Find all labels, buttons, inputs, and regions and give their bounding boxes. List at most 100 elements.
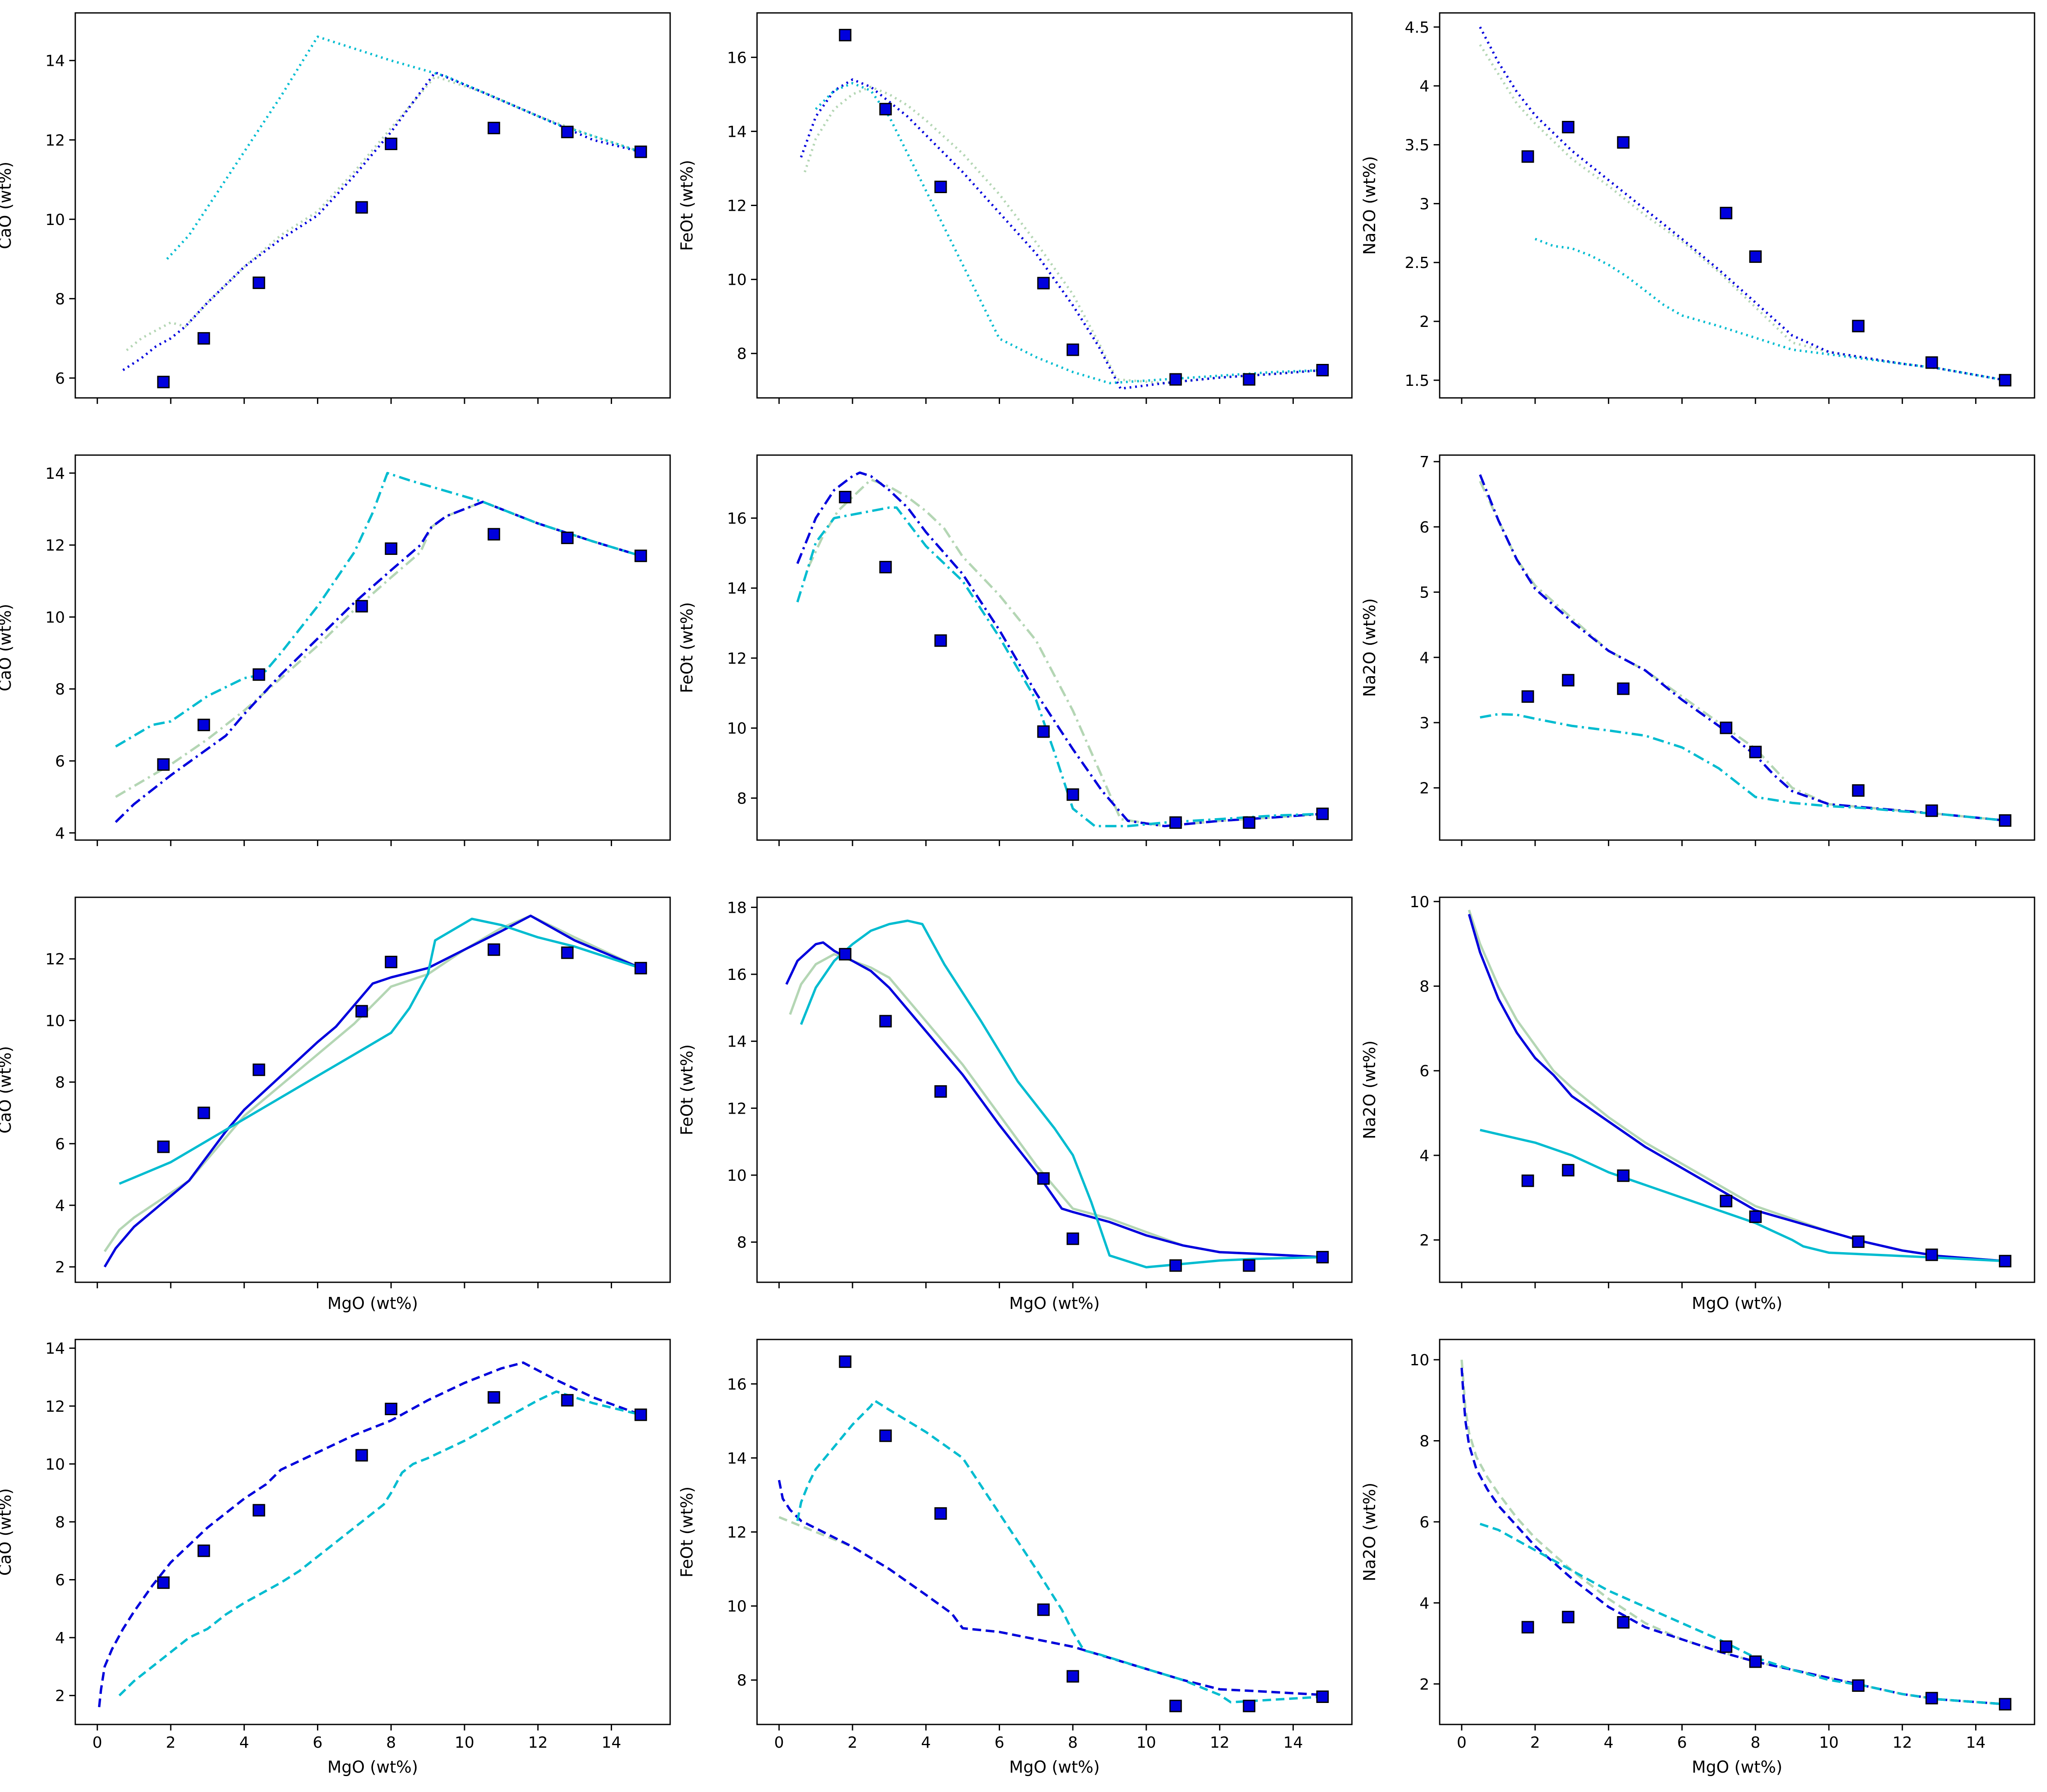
series-line-1: [104, 914, 641, 1252]
x-tick-label: 6: [1677, 1734, 1687, 1752]
x-tick-label: 12: [1893, 1734, 1912, 1752]
series-line-3: [815, 82, 1323, 385]
y-axis-label: FeOt (wt%): [677, 1487, 696, 1578]
data-marker: [634, 962, 647, 975]
data-marker: [1243, 1700, 1256, 1712]
series-line-1: [1479, 480, 2005, 822]
x-tick-label: 10: [1136, 1734, 1156, 1752]
data-marker: [1925, 356, 1938, 369]
series-line-2: [114, 500, 641, 823]
data-marker: [1316, 364, 1329, 376]
y-tick-label: 2: [1419, 1232, 1429, 1250]
data-marker: [1925, 1692, 1938, 1705]
data-marker: [252, 668, 265, 681]
axes-frame: [74, 454, 671, 841]
y-axis-label: CaO (wt%): [0, 162, 15, 249]
y-tick-label: 12: [45, 537, 65, 554]
y-tick-label: 6: [1419, 1514, 1429, 1531]
data-marker: [1999, 1698, 2012, 1711]
x-tick-label: 4: [921, 1734, 931, 1752]
subplot-r3-c1: 0 2 4 6 8 10 12 14 8 10 12 14 16 FeOt (wt%) MgO (wt%): [677, 1339, 1353, 1777]
y-tick-label: 3: [1419, 195, 1429, 213]
data-marker: [879, 560, 892, 573]
y-tick-label: 2: [1419, 780, 1429, 797]
data-marker: [157, 758, 170, 771]
y-tick-label: 8: [737, 1234, 747, 1252]
y-tick-label: 6: [55, 1572, 65, 1589]
series-line-2: [800, 78, 1323, 390]
series-line-2: [1479, 474, 2005, 822]
y-tick-label: 12: [45, 132, 65, 149]
y-tick-label: 8: [55, 290, 65, 308]
data-marker: [385, 542, 397, 555]
data-marker: [934, 181, 947, 193]
series-line-2: [1460, 1367, 2005, 1706]
y-axis-label: FeOt (wt%): [677, 602, 696, 693]
subplot-r0-c1: 8 10 12 14 16 FeOt (wt%): [677, 12, 1353, 404]
series-line-3: [1480, 1129, 2005, 1262]
x-tick-label: 8: [386, 1734, 396, 1752]
data-marker: [355, 1005, 368, 1018]
y-tick-label: 7: [1419, 453, 1429, 471]
y-tick-label: 2: [1419, 313, 1429, 331]
data-marker: [1720, 1640, 1733, 1653]
data-marker: [385, 138, 397, 150]
series-line-2: [778, 1480, 1323, 1696]
y-axis-label: FeOt (wt%): [677, 1044, 696, 1136]
y-tick-label: 4: [1419, 1147, 1429, 1165]
x-tick-label: 14: [602, 1734, 622, 1752]
data-marker: [1720, 721, 1733, 734]
y-tick-label: 16: [727, 966, 747, 984]
y-tick-label: 14: [45, 465, 65, 483]
y-tick-label: 8: [1419, 1433, 1429, 1450]
x-tick-label: 8: [1751, 1734, 1761, 1752]
data-marker: [1037, 1172, 1050, 1185]
data-marker: [1562, 121, 1575, 133]
data-marker: [197, 1544, 210, 1557]
x-tick-label: 4: [239, 1734, 249, 1752]
subplot-r1-c1: 8 10 12 14 16 FeOt (wt%): [677, 454, 1353, 846]
data-marker: [1925, 1248, 1938, 1261]
y-axis-label: FeOt (wt%): [677, 160, 696, 251]
data-marker: [1521, 150, 1534, 163]
series-line-1: [779, 1516, 1323, 1696]
axes-frame: [756, 896, 1353, 1283]
series-line-1: [98, 1361, 641, 1707]
y-axis-label: CaO (wt%): [0, 1046, 15, 1134]
data-marker: [355, 1449, 368, 1462]
series-line-2: [1479, 26, 2006, 382]
y-tick-label: 6: [55, 370, 65, 388]
series-line-1: [1468, 909, 2005, 1262]
data-marker: [1169, 1700, 1182, 1712]
y-tick-label: 10: [45, 609, 65, 626]
y-tick-label: 4: [55, 1197, 65, 1215]
data-marker: [1037, 1603, 1050, 1616]
data-marker: [197, 1106, 210, 1119]
data-marker: [634, 549, 647, 562]
data-marker: [197, 718, 210, 731]
series-line-1: [1479, 44, 2006, 382]
x-axis-label: MgO (wt%): [327, 1294, 418, 1313]
y-axis-label: Na2O (wt%): [1360, 156, 1379, 255]
y-tick-label: 14: [45, 1340, 65, 1358]
y-tick-label: 12: [727, 1100, 747, 1118]
x-tick-label: 0: [1457, 1734, 1467, 1752]
x-tick-label: 2: [848, 1734, 858, 1752]
data-marker: [487, 1391, 500, 1404]
y-tick-label: 12: [727, 1524, 747, 1542]
data-marker: [1521, 690, 1534, 703]
y-tick-label: 4.5: [1405, 19, 1429, 37]
y-axis-label: CaO (wt%): [0, 1488, 15, 1576]
y-axis-label: Na2O (wt%): [1360, 1483, 1379, 1582]
subplot-r0-c2: 1.5 2 2.5 3 3.5 4 4.5 Na2O (wt%): [1360, 12, 2035, 404]
y-tick-label: 6: [55, 1136, 65, 1153]
data-marker: [1617, 1169, 1630, 1182]
data-marker: [561, 126, 574, 139]
axes-frame: [74, 896, 671, 1283]
data-marker: [1999, 1255, 2012, 1268]
x-tick-label: 6: [313, 1734, 323, 1752]
y-tick-label: 10: [45, 1456, 65, 1473]
y-axis-label: CaO (wt%): [0, 604, 15, 692]
data-marker: [1720, 1195, 1733, 1207]
data-marker: [879, 1429, 892, 1442]
